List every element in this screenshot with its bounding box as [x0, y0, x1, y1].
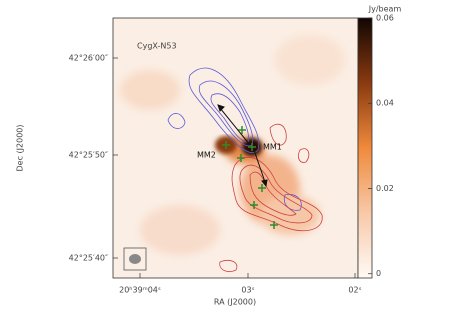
- y-tick-label: 42°26′00″: [69, 54, 108, 63]
- colorbar: [357, 17, 373, 279]
- y-tick-label: 42°25′50″: [69, 151, 108, 160]
- colorbar-tick-label: 0.02: [376, 184, 394, 193]
- outflow-arrows: [217, 104, 268, 188]
- x-tick-label: 20ʰ39ᵐ04ˢ: [119, 286, 161, 295]
- annotation: MM1: [263, 143, 282, 152]
- colorbar-tick-label: 0.06: [376, 14, 394, 23]
- image-panel: [113, 18, 358, 278]
- colorbar-tick-label: 0: [376, 269, 381, 278]
- y-axis-label: Dec (J2000): [16, 125, 25, 172]
- source-name: CygX-N53: [137, 42, 177, 51]
- beam: [129, 254, 141, 264]
- x-axis-label: RA (J2000): [214, 298, 256, 307]
- y-tick-label: 42°25′40″: [69, 254, 108, 263]
- contours-red: [219, 123, 323, 272]
- colorbar-label: Jy/beam: [368, 5, 402, 14]
- annotation: MM2: [197, 151, 216, 160]
- x-tick-label: 03ˢ: [241, 286, 254, 295]
- x-tick-label: 02ˢ: [348, 286, 361, 295]
- markers: [222, 126, 278, 229]
- colorbar-tick-label: 0.04: [376, 99, 394, 108]
